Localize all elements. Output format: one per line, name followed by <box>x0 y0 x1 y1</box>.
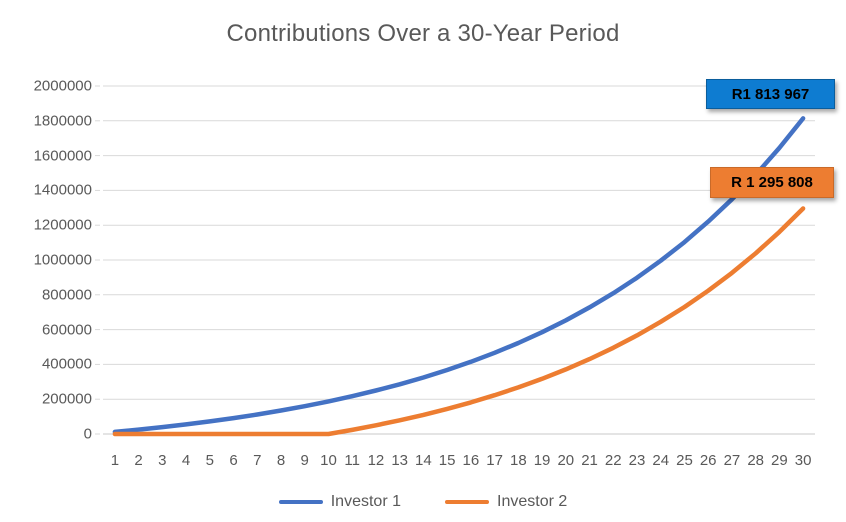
x-tick-label: 7 <box>253 452 262 469</box>
x-tick-label: 15 <box>438 452 456 469</box>
x-tick-label: 1 <box>110 452 120 469</box>
y-tick-label: 1600000 <box>33 147 92 165</box>
x-tick-label: 27 <box>723 452 741 469</box>
investor-2-line <box>112 206 806 437</box>
x-tick-label: 14 <box>415 452 432 469</box>
y-tick-label: 0 <box>83 425 92 443</box>
x-tick-label: 11 <box>344 452 360 469</box>
legend-item-investor-1: Investor 1 <box>278 493 401 511</box>
x-tick-label: 19 <box>533 452 551 469</box>
x-tick-label: 22 <box>604 452 622 469</box>
data-label-investor-2: R 1 295 808 <box>710 167 834 198</box>
x-tick-label: 12 <box>367 452 385 469</box>
x-tick-label: 21 <box>581 452 598 469</box>
x-tick-label: 10 <box>320 452 337 469</box>
legend-label-investor-2: Investor 2 <box>497 493 568 510</box>
y-tick-label: 1400000 <box>33 181 92 199</box>
x-tick-label: 24 <box>652 452 670 469</box>
x-tick-label: 5 <box>205 452 214 469</box>
x-tick-label: 29 <box>771 452 788 469</box>
x-tick-label: 4 <box>181 452 191 469</box>
x-tick-label: 28 <box>747 452 764 469</box>
x-tick-label: 30 <box>794 452 812 469</box>
y-tick-label: 200000 <box>41 390 92 408</box>
x-tick-label: 25 <box>676 452 693 469</box>
x-tick-label: 6 <box>229 452 238 469</box>
legend-item-investor-2: Investor 2 <box>445 493 567 511</box>
y-tick-label: 1800000 <box>33 112 92 130</box>
x-tick-label: 3 <box>158 452 167 469</box>
chart-title: Contributions Over a 30-Year Period <box>226 20 620 47</box>
investor-1-line <box>112 116 806 435</box>
y-tick-label: 1000000 <box>33 251 92 269</box>
gridlines <box>95 85 815 435</box>
x-tick-label: 18 <box>509 452 527 469</box>
data-label-investor-1: R1 813 967 <box>706 79 835 109</box>
y-tick-label: 1200000 <box>33 216 92 234</box>
investor-1-line-swatch-icon <box>278 500 323 504</box>
y-tick-label: 600000 <box>41 321 92 339</box>
x-tick-label: 9 <box>300 452 309 469</box>
y-tick-label: 800000 <box>41 286 92 304</box>
y-tick-label: 400000 <box>41 355 92 373</box>
legend: Investor 1 Investor 2 <box>0 490 846 514</box>
investor-2-line-swatch-icon <box>445 500 489 504</box>
x-tick-label: 13 <box>391 452 408 469</box>
y-tick-label: 2000000 <box>33 77 92 95</box>
x-tick-label: 16 <box>462 452 480 469</box>
x-tick-label: 17 <box>486 452 503 469</box>
x-tick-label: 2 <box>134 452 143 469</box>
x-tick-label: 26 <box>699 452 717 469</box>
x-tick-label: 8 <box>276 452 286 469</box>
legend-label-investor-1: Investor 1 <box>330 493 401 510</box>
x-tick-label: 23 <box>628 452 646 469</box>
x-tick-label: 20 <box>557 452 575 469</box>
